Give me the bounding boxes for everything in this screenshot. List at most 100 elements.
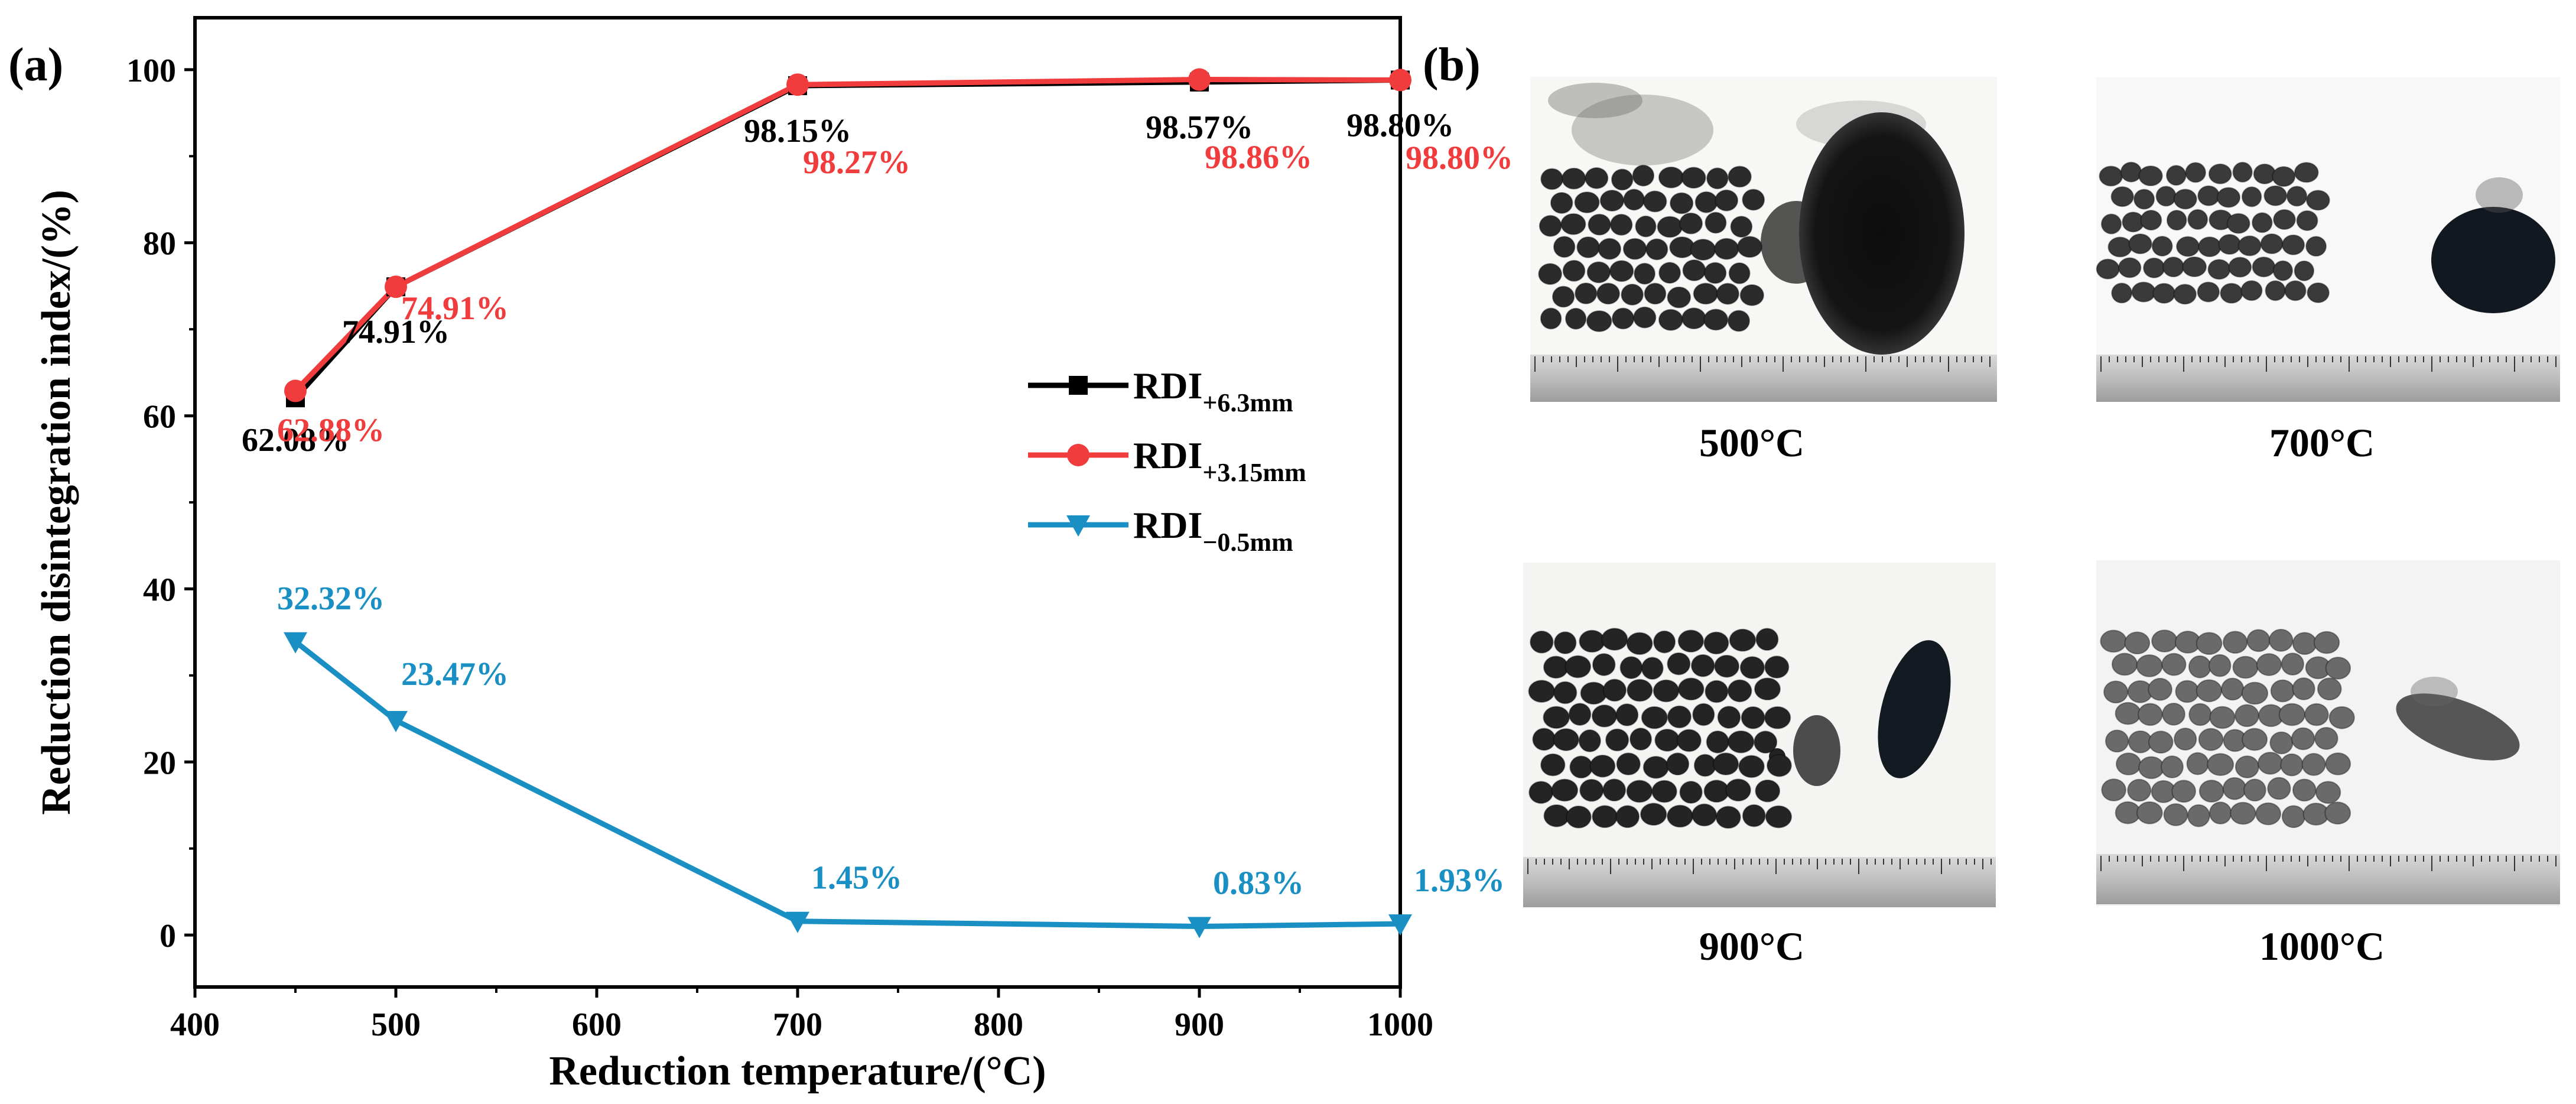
pellet	[2110, 186, 2134, 207]
pellet	[1589, 754, 1616, 778]
pellet	[2197, 185, 2220, 206]
pellet	[1654, 729, 1680, 752]
pellet	[2161, 652, 2187, 676]
x-tick-label: 900	[1175, 1006, 1224, 1043]
legend-entry-1: RDI+3.15mm	[1133, 434, 1306, 487]
pellets-1000	[2100, 629, 2355, 829]
series-2-point-1	[384, 711, 408, 732]
pellet	[1622, 238, 1647, 260]
pellet	[2281, 652, 2305, 676]
pellet	[1553, 631, 1577, 655]
pellet	[2152, 283, 2176, 304]
pellet	[2281, 234, 2305, 255]
photo-500	[1530, 77, 1997, 402]
pellet	[1642, 190, 1667, 213]
legend-base: RDI	[1133, 365, 1202, 407]
pellet	[1634, 262, 1655, 285]
pellet	[2325, 657, 2351, 680]
pellet	[2240, 280, 2263, 301]
pellet	[2226, 213, 2250, 234]
pellet	[1528, 680, 1556, 703]
pellet	[2198, 728, 2224, 751]
x-tick-label: 600	[572, 1006, 622, 1043]
pellet	[1681, 307, 1706, 330]
pellet	[1764, 655, 1790, 679]
pellet	[1575, 282, 1598, 304]
pellet	[2111, 652, 2138, 676]
pellet	[2162, 256, 2185, 278]
x-tick-label: 800	[974, 1006, 1023, 1043]
pellet	[1579, 778, 1604, 802]
pellet	[2314, 727, 2338, 750]
pellet	[2162, 702, 2185, 726]
pellet	[2197, 281, 2220, 303]
pellet	[2096, 258, 2120, 280]
legend-base: RDI	[1133, 434, 1202, 476]
pellet	[2269, 731, 2294, 755]
pellet	[1690, 654, 1715, 677]
pellet	[1703, 309, 1729, 331]
pellet	[1728, 165, 1752, 188]
pellet	[2136, 654, 2163, 677]
pellet	[2118, 257, 2142, 278]
ruler-700	[2100, 356, 2557, 372]
pellet	[1755, 628, 1779, 651]
pellet	[2241, 186, 2262, 207]
y-tick-label: 100	[126, 53, 176, 89]
series-markers	[284, 68, 1412, 939]
pellet	[2173, 189, 2197, 210]
pellet	[1677, 629, 1705, 653]
pellet	[1703, 262, 1727, 284]
pellet	[1641, 657, 1664, 680]
y-axis: 0 20 40 60 80 100	[126, 53, 195, 954]
data-label-1-4: 98.80%	[1406, 139, 1513, 176]
pellet	[1690, 239, 1716, 261]
series-1-point-2	[786, 73, 809, 96]
pellet	[1742, 189, 1765, 211]
pellet	[1764, 706, 1791, 729]
pellet	[1619, 656, 1643, 680]
pellet	[2237, 235, 2262, 256]
pellet	[1706, 730, 1729, 754]
pellet	[2151, 629, 2178, 653]
pellet	[2325, 752, 2351, 775]
panel-b-label: (b)	[1423, 39, 1481, 91]
pellet	[1670, 192, 1694, 215]
pellet	[1736, 236, 1763, 258]
series-2-point-2	[786, 911, 809, 933]
pellet	[2185, 162, 2206, 183]
y-tick-label: 20	[143, 745, 176, 781]
pellet	[1601, 628, 1628, 651]
pellet	[1568, 703, 1592, 726]
pellet	[2176, 236, 2200, 257]
pellets-500	[1538, 164, 1765, 332]
pellet	[1553, 681, 1578, 704]
pellet	[2328, 706, 2355, 729]
pellet	[2216, 187, 2241, 208]
pellet	[1580, 681, 1608, 705]
pellet	[2222, 631, 2248, 654]
pellet	[1703, 780, 1730, 803]
pellet	[2222, 777, 2247, 800]
data-label-2-3: 0.83%	[1213, 865, 1304, 902]
pellet	[2099, 165, 2123, 187]
pellet	[1532, 728, 1556, 751]
pellet	[1528, 781, 1554, 804]
pellet	[2230, 801, 2256, 825]
pellet	[2317, 677, 2342, 701]
pellet	[1629, 728, 1653, 751]
pellet	[2198, 780, 2224, 803]
pellet	[2138, 756, 2165, 780]
series-2-point-0	[284, 632, 307, 654]
pellet	[1632, 164, 1655, 187]
pellet	[2207, 259, 2231, 280]
pellet	[1677, 677, 1705, 701]
pellet	[2255, 802, 2282, 826]
pellet	[1667, 286, 1692, 309]
pellet	[2161, 755, 2184, 779]
pellet	[2263, 185, 2288, 206]
pellet	[2151, 235, 2173, 257]
x-tick-label: 700	[773, 1006, 822, 1043]
pellet	[1676, 729, 1702, 752]
